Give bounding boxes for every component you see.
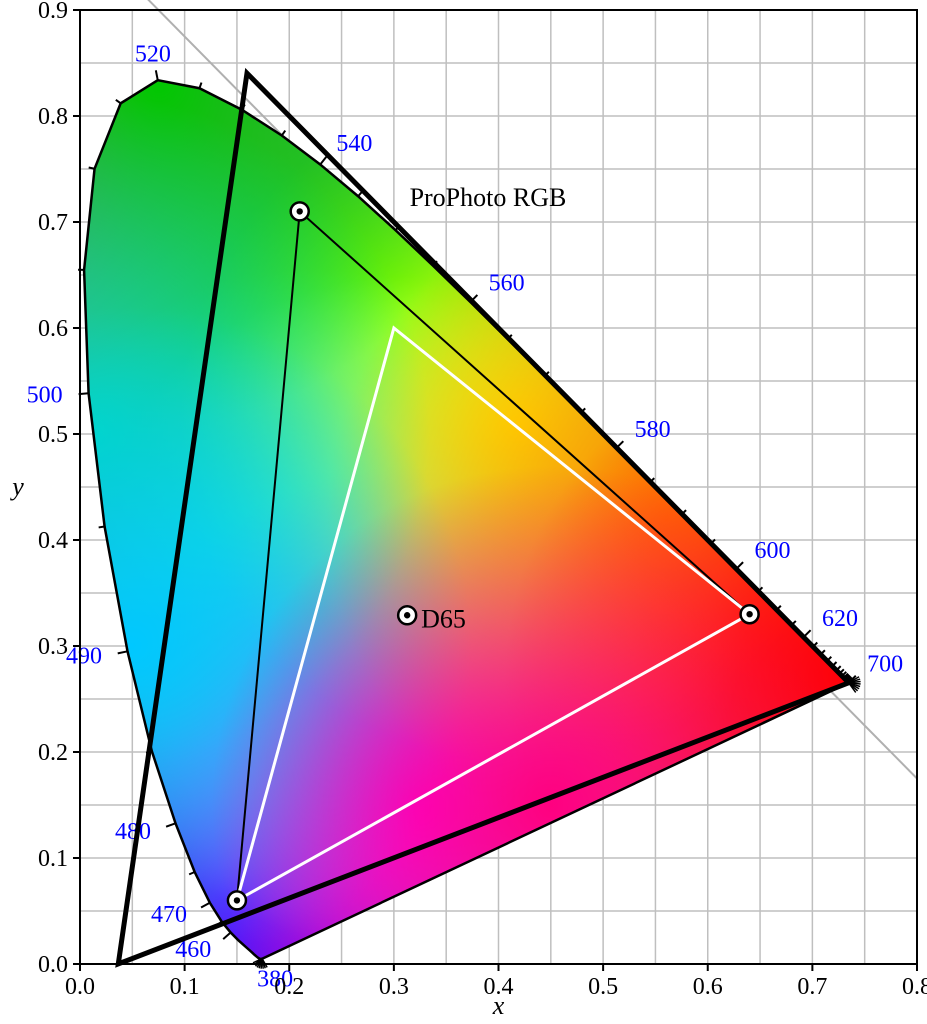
svg-text:0.5: 0.5 [588, 974, 618, 1000]
svg-text:0.3: 0.3 [38, 634, 68, 660]
svg-text:0.4: 0.4 [38, 528, 68, 554]
marker-0 [741, 605, 759, 623]
wavelength-label-470: 470 [151, 902, 187, 928]
wavelength-label-620: 620 [822, 606, 858, 632]
svg-text:0.2: 0.2 [274, 974, 304, 1000]
marker-1 [291, 202, 309, 220]
svg-text:0.0: 0.0 [38, 952, 68, 978]
x-axis-label: x [492, 991, 505, 1020]
wavelength-label-700: 700 [867, 652, 903, 678]
svg-text:0.1: 0.1 [38, 846, 68, 872]
svg-text:0.5: 0.5 [38, 422, 68, 448]
cie-chromaticity-chart: 460470480490500520540560580600620700380P… [0, 0, 927, 1024]
y-axis-label: y [9, 472, 24, 501]
svg-text:0.9: 0.9 [38, 0, 68, 24]
prophoto-label: ProPhoto RGB [410, 183, 567, 212]
svg-text:0.7: 0.7 [797, 974, 827, 1000]
svg-text:0.3: 0.3 [379, 974, 409, 1000]
wavelength-label-520: 520 [135, 42, 171, 68]
wavelength-label-540: 540 [336, 131, 372, 157]
svg-text:0.1: 0.1 [170, 974, 200, 1000]
svg-text:0.6: 0.6 [38, 316, 68, 342]
svg-text:0.8: 0.8 [902, 974, 927, 1000]
svg-text:0.0: 0.0 [65, 974, 95, 1000]
wavelength-label-480: 480 [115, 819, 151, 845]
svg-text:0.7: 0.7 [38, 210, 68, 236]
marker-label-D65: D65 [421, 604, 466, 633]
wavelength-label-490: 490 [66, 644, 102, 670]
svg-text:0.6: 0.6 [693, 974, 723, 1000]
svg-text:0.8: 0.8 [38, 104, 68, 130]
wavelength-label-600: 600 [754, 538, 790, 564]
svg-text:0.2: 0.2 [38, 740, 68, 766]
wavelength-label-580: 580 [635, 417, 671, 443]
wavelength-label-560: 560 [489, 270, 525, 296]
wavelength-label-500: 500 [27, 382, 63, 408]
marker-2 [228, 891, 246, 909]
